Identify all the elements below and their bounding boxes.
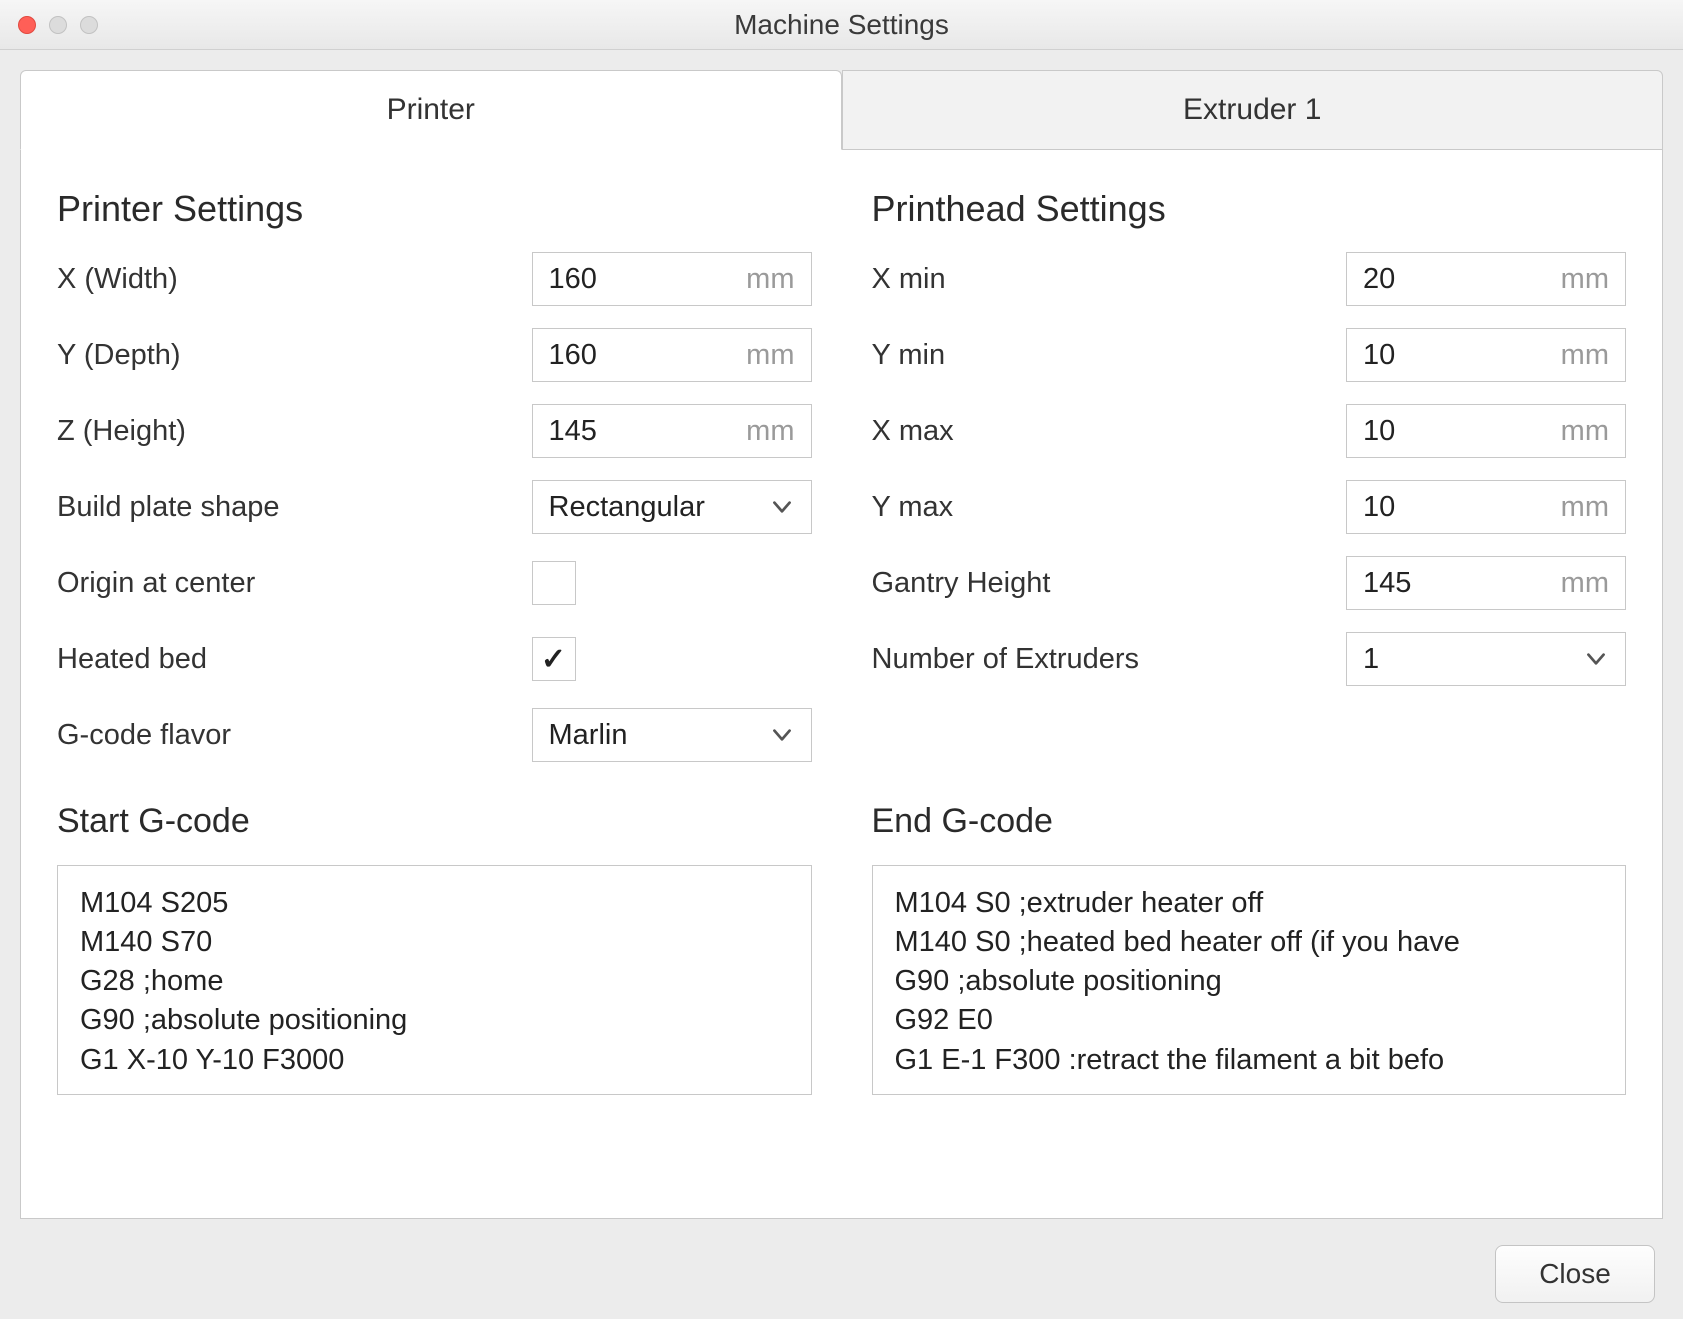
select-value: Marlin [549, 719, 769, 752]
input-gantry-height[interactable]: 145 mm [1346, 556, 1626, 610]
end-gcode-textarea[interactable]: M104 S0 ;extruder heater off M140 S0 ;he… [872, 865, 1627, 1095]
label-x-width: X (Width) [57, 263, 532, 296]
row-num-extruders: Number of Extruders 1 [872, 632, 1627, 686]
input-value: 145 [1363, 567, 1561, 600]
content-area: Printer Extruder 1 Printer Settings X (W… [0, 50, 1683, 1229]
input-value: 10 [1363, 415, 1561, 448]
input-unit: mm [746, 339, 794, 372]
label-x-max: X max [872, 415, 1347, 448]
chevron-down-icon [769, 722, 795, 748]
printhead-settings-column: Printhead Settings X min 20 mm Y min [872, 188, 1627, 784]
settings-columns: Printer Settings X (Width) 160 mm Y (Dep… [57, 188, 1626, 784]
label-gcode-flavor: G-code flavor [57, 719, 532, 752]
input-unit: mm [1561, 339, 1609, 372]
input-value: 10 [1363, 339, 1561, 372]
label-y-max: Y max [872, 491, 1347, 524]
end-gcode-column: End G-code M104 S0 ;extruder heater off … [872, 802, 1627, 1095]
close-window-icon[interactable] [18, 16, 36, 34]
select-num-extruders[interactable]: 1 [1346, 632, 1626, 686]
tab-label: Extruder 1 [1183, 93, 1321, 127]
select-gcode-flavor[interactable]: Marlin [532, 708, 812, 762]
label-build-plate-shape: Build plate shape [57, 491, 532, 524]
zoom-window-icon [80, 16, 98, 34]
printhead-settings-heading: Printhead Settings [872, 188, 1627, 230]
row-build-plate-shape: Build plate shape Rectangular [57, 480, 812, 534]
titlebar: Machine Settings [0, 0, 1683, 50]
label-x-min: X min [872, 263, 1347, 296]
chevron-down-icon [769, 494, 795, 520]
tab-printer[interactable]: Printer [20, 70, 842, 150]
row-x-width: X (Width) 160 mm [57, 252, 812, 306]
start-gcode-column: Start G-code M104 S205 M140 S70 G28 ;hom… [57, 802, 812, 1095]
start-gcode-heading: Start G-code [57, 802, 812, 841]
input-value: 160 [549, 339, 747, 372]
row-z-height: Z (Height) 145 mm [57, 404, 812, 458]
label-z-height: Z (Height) [57, 415, 532, 448]
input-unit: mm [1561, 263, 1609, 296]
start-gcode-textarea[interactable]: M104 S205 M140 S70 G28 ;home G90 ;absolu… [57, 865, 812, 1095]
machine-settings-window: Machine Settings Printer Extruder 1 Prin… [0, 0, 1683, 1319]
button-bar: Close [0, 1229, 1683, 1319]
row-heated-bed: Heated bed [57, 632, 812, 686]
input-value: 145 [549, 415, 747, 448]
input-x-width[interactable]: 160 mm [532, 252, 812, 306]
printer-panel: Printer Settings X (Width) 160 mm Y (Dep… [20, 150, 1663, 1219]
input-y-depth[interactable]: 160 mm [532, 328, 812, 382]
input-unit: mm [1561, 567, 1609, 600]
end-gcode-heading: End G-code [872, 802, 1627, 841]
minimize-window-icon [49, 16, 67, 34]
select-build-plate-shape[interactable]: Rectangular [532, 480, 812, 534]
select-value: 1 [1363, 643, 1583, 676]
row-y-min: Y min 10 mm [872, 328, 1627, 382]
row-y-depth: Y (Depth) 160 mm [57, 328, 812, 382]
input-unit: mm [746, 263, 794, 296]
select-value: Rectangular [549, 491, 769, 524]
label-y-depth: Y (Depth) [57, 339, 532, 372]
row-gantry-height: Gantry Height 145 mm [872, 556, 1627, 610]
input-y-max[interactable]: 10 mm [1346, 480, 1626, 534]
printer-settings-column: Printer Settings X (Width) 160 mm Y (Dep… [57, 188, 812, 784]
label-gantry-height: Gantry Height [872, 567, 1347, 600]
input-z-height[interactable]: 145 mm [532, 404, 812, 458]
label-heated-bed: Heated bed [57, 643, 532, 676]
input-unit: mm [1561, 415, 1609, 448]
row-y-max: Y max 10 mm [872, 480, 1627, 534]
input-value: 160 [549, 263, 747, 296]
window-controls [18, 16, 98, 34]
tab-label: Printer [387, 93, 475, 127]
row-x-max: X max 10 mm [872, 404, 1627, 458]
tab-extruder-1[interactable]: Extruder 1 [842, 70, 1664, 150]
row-origin-at-center: Origin at center [57, 556, 812, 610]
close-button[interactable]: Close [1495, 1245, 1655, 1303]
label-y-min: Y min [872, 339, 1347, 372]
row-gcode-flavor: G-code flavor Marlin [57, 708, 812, 762]
label-num-extruders: Number of Extruders [872, 643, 1347, 676]
input-x-min[interactable]: 20 mm [1346, 252, 1626, 306]
button-label: Close [1539, 1258, 1611, 1290]
checkbox-origin-at-center[interactable] [532, 561, 576, 605]
input-value: 20 [1363, 263, 1561, 296]
input-x-max[interactable]: 10 mm [1346, 404, 1626, 458]
window-title: Machine Settings [0, 9, 1683, 41]
label-origin-at-center: Origin at center [57, 567, 532, 600]
input-value: 10 [1363, 491, 1561, 524]
tab-strip: Printer Extruder 1 [20, 70, 1663, 150]
printer-settings-heading: Printer Settings [57, 188, 812, 230]
chevron-down-icon [1583, 646, 1609, 672]
row-x-min: X min 20 mm [872, 252, 1627, 306]
input-y-min[interactable]: 10 mm [1346, 328, 1626, 382]
input-unit: mm [1561, 491, 1609, 524]
checkbox-heated-bed[interactable] [532, 637, 576, 681]
input-unit: mm [746, 415, 794, 448]
gcode-columns: Start G-code M104 S205 M140 S70 G28 ;hom… [57, 802, 1626, 1095]
